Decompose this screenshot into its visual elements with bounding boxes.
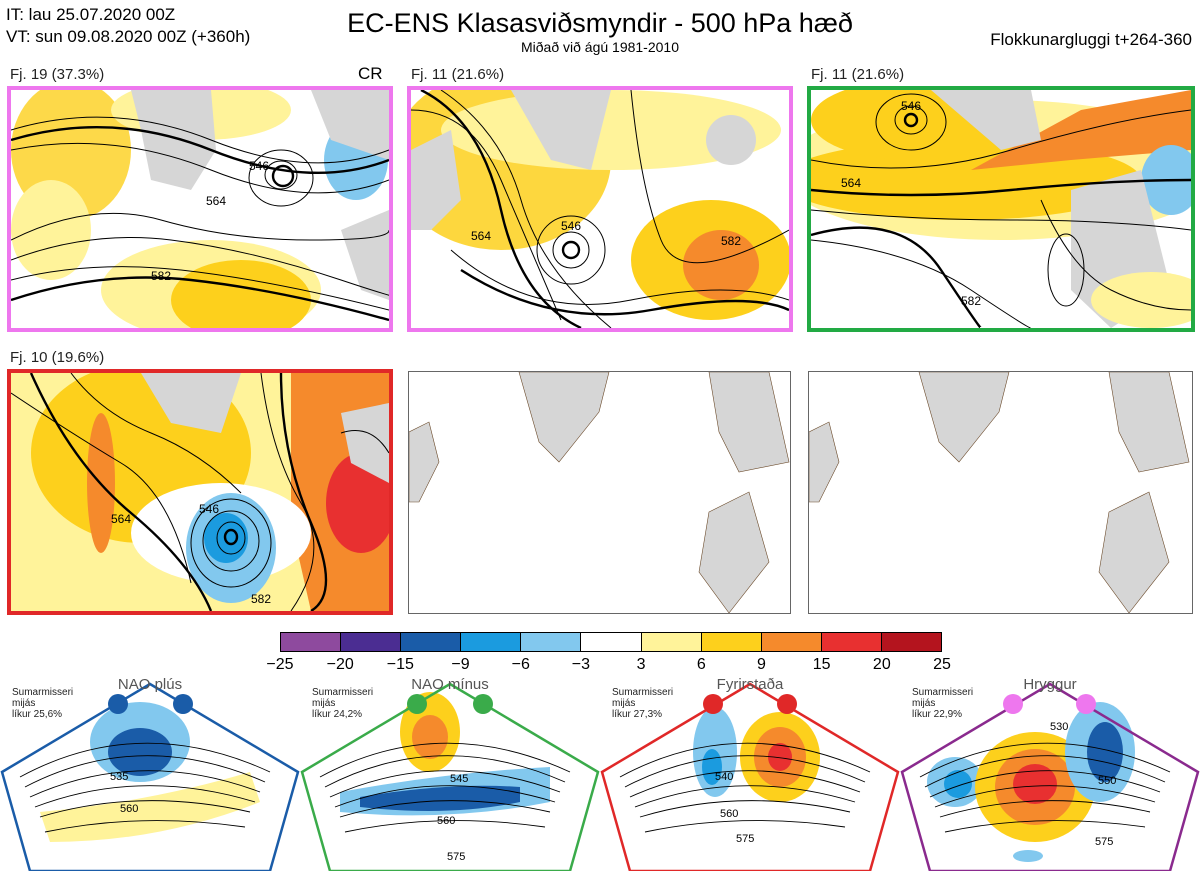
colorbar-swatch — [461, 633, 522, 651]
colorbar-swatch — [341, 633, 402, 651]
regime-ridge: 530 550 575 Hryggur Sumarmisseri mijás lík… — [900, 672, 1200, 871]
regime-blocking: 540 560 575 Fyrirstaða Sumarmisseri mijás… — [600, 672, 900, 871]
colorbar-tick-label: −20 — [326, 656, 354, 673]
colorbar-tick-label: −3 — [571, 656, 591, 673]
colorbar-swatch — [281, 633, 342, 651]
contour-label: 564 — [206, 194, 226, 208]
contour-label: 560 — [720, 808, 738, 820]
contour-label: 546 — [901, 99, 921, 113]
header-info: IT: lau 25.07.2020 00Z VT: sun 09.08.202… — [6, 4, 250, 48]
colorbar-tick-label: 9 — [757, 656, 766, 673]
colorbar-swatch — [881, 633, 942, 651]
contour-label: 575 — [736, 833, 754, 845]
contour-label: 546 — [249, 159, 269, 173]
contour-label: 582 — [721, 234, 741, 248]
cluster-map-3: 564 546 582 — [807, 86, 1195, 332]
contour-label: 535 — [110, 771, 128, 783]
colorbar-tick-label: 15 — [812, 656, 831, 673]
contour-label: 545 — [450, 773, 468, 785]
contour-label: 582 — [151, 269, 171, 283]
page-title: EC-ENS Klasasviðsmyndir - 500 hPa hæð — [347, 8, 853, 38]
panel-2-label: Fj. 11 (21.6%) — [411, 66, 505, 83]
colorbar-tick-label: 25 — [933, 656, 951, 673]
contour-label: 582 — [251, 592, 271, 606]
regime-title: NAO plús — [117, 676, 183, 693]
contour-label: 564 — [471, 229, 491, 243]
contour-label: 575 — [1095, 836, 1113, 848]
colorbar-tick-label: 6 — [696, 656, 706, 673]
colorbar-swatch — [821, 633, 882, 651]
regime-note: Sumarmisseri mijás líkur 27,3% — [612, 687, 674, 720]
colorbar — [280, 632, 942, 652]
regime-nao-minus: 545 560 575 NAO mínus Sumarmisseri mijás l… — [300, 672, 600, 871]
regime-title: Hryggur — [1023, 676, 1077, 693]
colorbar-swatch — [761, 633, 822, 651]
colorbar-tick-label: −9 — [451, 656, 470, 673]
empty-map-2 — [808, 371, 1193, 614]
regime-nao-plus: 535 560 NAO plús Sumarmisseri mijás líkur … — [0, 672, 300, 871]
panel-3-label: Fj. 11 (21.6%) — [811, 66, 905, 83]
colorbar-tick-label: 3 — [636, 656, 646, 673]
colorbar-tick-label: −15 — [386, 656, 414, 673]
contour-label: 564 — [111, 512, 131, 526]
contour-label: 564 — [841, 176, 861, 190]
colorbar-swatch — [581, 633, 642, 651]
contour-label: 560 — [120, 803, 138, 815]
empty-map-1 — [408, 371, 791, 614]
contour-label: 575 — [447, 851, 465, 863]
colorbar-swatch — [701, 633, 762, 651]
contour-label: 540 — [715, 771, 733, 783]
contour-label: 546 — [199, 502, 219, 516]
colorbar-tick-label: −25 — [266, 656, 294, 673]
contour-label: 530 — [1050, 721, 1068, 733]
regime-note: Sumarmisseri mijás líkur 25,6% — [12, 687, 74, 720]
page-subtitle: Miðað við ágú 1981-2010 — [520, 39, 679, 55]
valid-time: VT: sun 09.08.2020 00Z (+360h) — [6, 27, 251, 46]
contour-label: 582 — [961, 294, 981, 308]
cluster-map-1: 564 546 582 — [7, 86, 393, 332]
regime-title: Fyrirstaða — [716, 676, 784, 693]
cluster-map-2: 546 564 582 — [407, 86, 793, 332]
contour-label: 560 — [437, 815, 455, 827]
regime-title: NAO mínus — [411, 676, 489, 693]
colorbar-swatch — [641, 633, 702, 651]
colorbar-swatch — [401, 633, 462, 651]
colorbar-tick-label: 20 — [872, 656, 891, 673]
initial-time: IT: lau 25.07.2020 00Z — [6, 5, 176, 24]
panel-1-tag: CR — [358, 64, 383, 83]
colorbar-tick-label: −6 — [511, 656, 530, 673]
cluster-map-4: 546 564 582 — [7, 369, 393, 615]
colorbar-swatch — [521, 633, 582, 651]
contour-label: 550 — [1098, 775, 1116, 787]
cluster-window: Flokkunargluggi t+264-360 — [990, 30, 1192, 49]
regime-note: Sumarmisseri mijás líkur 22,9% — [912, 687, 974, 720]
contour-label: 546 — [561, 219, 581, 233]
panel-4-label: Fj. 10 (19.6%) — [10, 349, 105, 366]
regime-note: Sumarmisseri mijás líkur 24,2% — [312, 687, 374, 720]
panel-1-label: Fj. 19 (37.3%) — [10, 66, 105, 83]
